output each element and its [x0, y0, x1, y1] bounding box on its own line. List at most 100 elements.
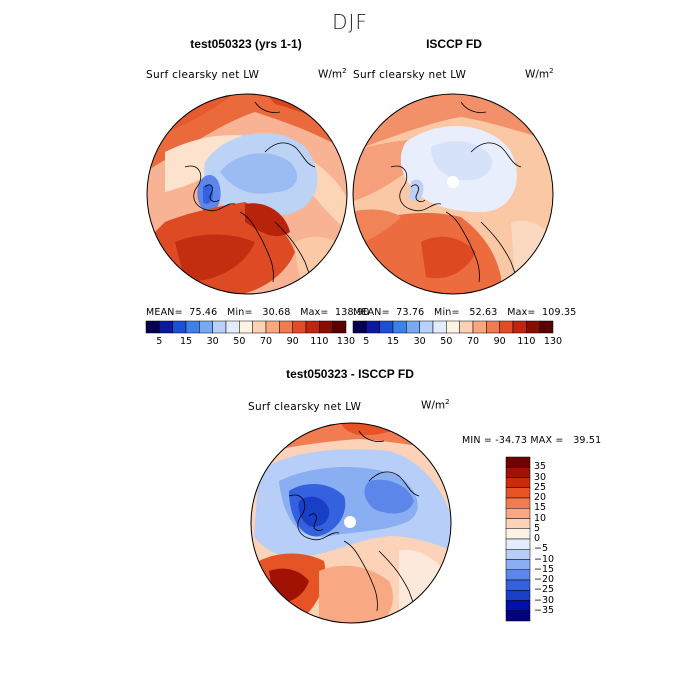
diff-colorbar-swatch — [505, 579, 531, 591]
diff-colorbar-swatch — [505, 610, 531, 622]
model-colorbar-swatch — [305, 320, 320, 334]
obs-colorbar-swatch — [379, 320, 394, 334]
obs-colorbar-swatch — [499, 320, 514, 334]
diff-colorbar-tick-label: 5 — [534, 522, 541, 534]
diff-colorbar-tick-label: 10 — [534, 512, 547, 524]
model-units-exponent: 2 — [342, 67, 347, 75]
obs-panel-title: ISCCP FD — [426, 37, 482, 51]
diff-colorbar-swatch — [505, 508, 531, 519]
diff-colorbar-swatch — [505, 497, 531, 509]
model-colorbar-swatch — [265, 320, 280, 334]
model-colorbar-tick-label: 15 — [179, 336, 193, 347]
obs-colorbar-swatch — [459, 320, 474, 334]
obs-colorbar-swatch — [526, 320, 540, 334]
model-colorbar-swatch — [292, 320, 307, 334]
diff-polar-map — [250, 422, 452, 624]
model-colorbar-swatch — [145, 320, 160, 334]
obs-colorbar-tick-label: 30 — [413, 336, 426, 347]
model-colorbar-swatch — [199, 320, 213, 334]
diff-colorbar-tick-label: 0 — [534, 533, 541, 544]
diff-panel-title: test050323 - ISCCP FD — [286, 367, 414, 381]
diff-colorbar-swatch — [505, 590, 531, 601]
diff-colorbar-tick-label: 30 — [534, 471, 547, 483]
obs-units-text: W/m — [525, 68, 550, 81]
diff-stats: MIN = -34.73 MAX = 39.51 — [462, 435, 602, 446]
obs-colorbar-tick-label: 90 — [493, 336, 506, 347]
diff-colorbar-swatch — [505, 549, 531, 560]
diff-colorbar-tick-label: −25 — [534, 584, 555, 596]
diff-colorbar-swatch — [505, 487, 531, 499]
model-colorbar-tick-label: 90 — [286, 336, 299, 347]
model-polar-map — [146, 93, 348, 295]
diff-colorbar-tick-label: 15 — [534, 502, 547, 514]
model-colorbar-swatch — [279, 320, 293, 334]
model-colorbar-tick-label: 130 — [336, 336, 356, 347]
obs-colorbar-swatch — [406, 320, 420, 334]
model-units-text: W/m — [318, 68, 343, 81]
diff-colorbar-swatch — [505, 559, 531, 570]
model-stats: MEAN= 75.46 Min= 30.68 Max= 138.90 — [146, 307, 370, 318]
obs-colorbar-swatch — [512, 320, 527, 334]
diff-colorbar-tick-label: 35 — [534, 461, 547, 473]
obs-colorbar-swatch — [392, 320, 407, 334]
diff-colorbar-swatch — [505, 467, 531, 478]
obs-colorbar-swatch — [472, 320, 487, 334]
model-units-label: W/m2 — [318, 67, 347, 81]
obs-colorbar — [352, 320, 554, 334]
diff-colorbar-tick-label: −35 — [534, 604, 555, 616]
model-variable-label: Surf clearsky net LW — [146, 69, 260, 81]
diff-colorbar-tick-label: 20 — [534, 492, 547, 503]
obs-colorbar-swatch — [352, 320, 367, 334]
diff-colorbar-swatch — [505, 569, 531, 581]
model-colorbar-swatch — [252, 320, 267, 334]
diff-colorbar-swatch — [505, 456, 531, 468]
obs-units-label: W/m2 — [525, 67, 554, 81]
diff-colorbar-swatch — [505, 600, 531, 611]
obs-variable-label: Surf clearsky net LW — [353, 69, 467, 81]
diff-colorbar-tick-label: −5 — [534, 543, 549, 555]
diff-colorbar-tick-label: −10 — [534, 553, 555, 565]
diff-colorbar-swatch — [505, 518, 531, 529]
obs-colorbar-swatch — [366, 320, 380, 334]
model-colorbar-swatch — [185, 320, 200, 334]
diff-colorbar-tick-label: 25 — [534, 481, 547, 493]
model-colorbar-swatch — [319, 320, 333, 334]
obs-colorbar-swatch — [432, 320, 447, 334]
obs-colorbar-tick-label: 15 — [386, 336, 400, 347]
diff-variable-label: Surf clearsky net LW — [248, 401, 362, 413]
model-colorbar-tick-label: 110 — [310, 336, 329, 347]
obs-units-exponent: 2 — [549, 67, 554, 75]
obs-colorbar-tick-label: 50 — [440, 336, 453, 347]
obs-colorbar-tick-label: 130 — [543, 336, 563, 347]
model-colorbar-tick-label: 30 — [206, 336, 219, 347]
diff-colorbar-swatch — [505, 538, 531, 550]
model-colorbar-swatch — [172, 320, 187, 334]
model-colorbar-swatch — [239, 320, 253, 334]
diff-units-text: W/m — [421, 399, 446, 412]
obs-polar-map — [352, 93, 554, 295]
diff-colorbar-swatch — [505, 528, 531, 540]
obs-stats: MEAN= 73.76 Min= 52.63 Max= 109.35 — [353, 307, 577, 318]
model-colorbar-tick-label: 70 — [259, 336, 273, 347]
obs-colorbar-swatch — [486, 320, 500, 334]
obs-colorbar-swatch — [539, 320, 554, 334]
diff-colorbar-tick-label: −20 — [534, 574, 555, 585]
model-colorbar-swatch — [225, 320, 240, 334]
obs-colorbar-tick-label: 5 — [363, 336, 370, 347]
diff-colorbar-tick-label: −15 — [534, 563, 555, 575]
obs-colorbar-swatch — [419, 320, 434, 334]
diff-colorbar-tick-label: −30 — [534, 594, 555, 606]
obs-colorbar-swatch — [446, 320, 460, 334]
season-title: DJF — [332, 10, 368, 34]
model-colorbar-tick-label: 5 — [156, 336, 163, 347]
model-colorbar-swatch — [332, 320, 347, 334]
diff-units-label: W/m2 — [421, 398, 450, 412]
diff-colorbar-swatch — [505, 477, 531, 488]
model-colorbar — [145, 320, 347, 334]
model-colorbar-swatch — [159, 320, 173, 334]
model-colorbar-swatch — [212, 320, 227, 334]
model-panel-title: test050323 (yrs 1-1) — [190, 37, 302, 51]
diff-units-exponent: 2 — [445, 398, 450, 406]
obs-colorbar-tick-label: 70 — [466, 336, 480, 347]
obs-colorbar-tick-label: 110 — [517, 336, 536, 347]
